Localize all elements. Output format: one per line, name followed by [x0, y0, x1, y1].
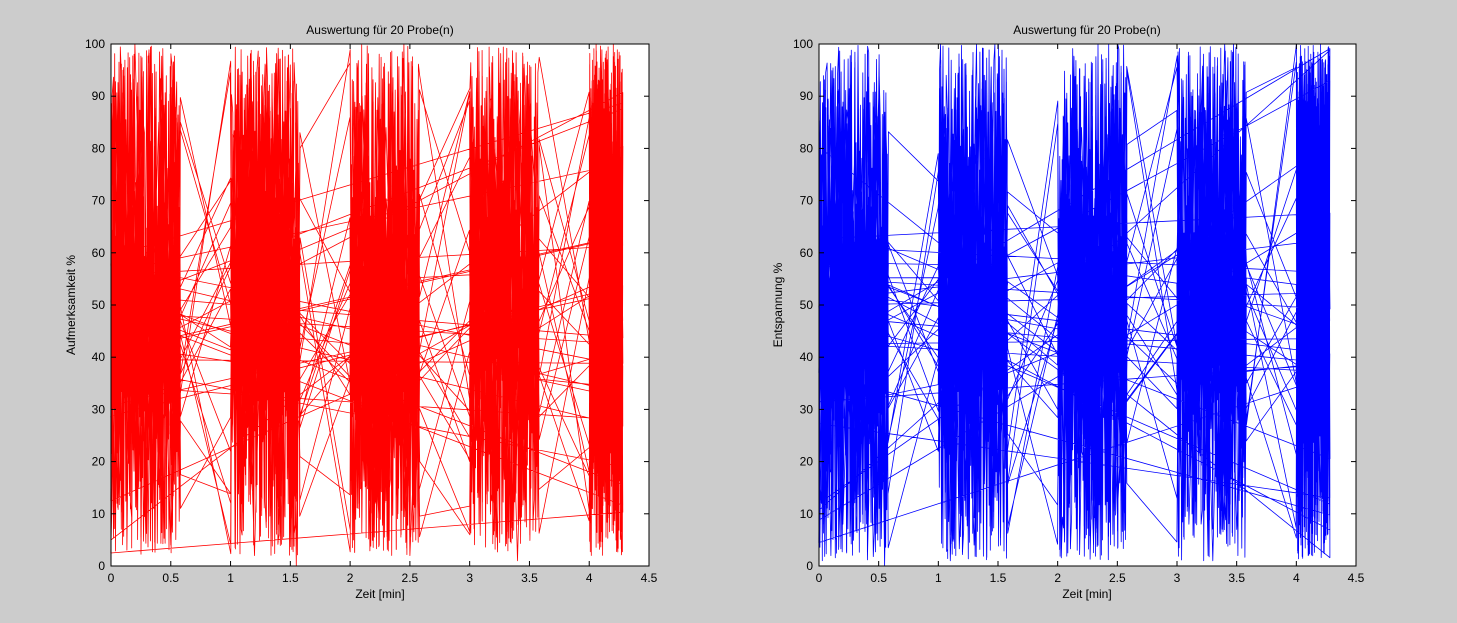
y-tick-label: 0: [806, 559, 813, 573]
x-tick-label: 4: [586, 571, 593, 585]
x-axis-label: Zeit [min]: [355, 587, 404, 601]
x-tick-label: 1: [935, 571, 942, 585]
y-tick-label: 10: [92, 507, 106, 521]
y-tick-label: 100: [85, 37, 105, 51]
x-tick-label: 1.5: [990, 571, 1007, 585]
x-ticks: 0 0.5 1 1.5 2 2.5 3 3.5 4 4.5: [816, 44, 1365, 585]
y-tick-label: 20: [800, 455, 814, 469]
y-tick-label: 80: [92, 141, 106, 155]
chart-title: Auswertung für 20 Probe(n): [1013, 23, 1160, 37]
y-tick-label: 70: [92, 194, 106, 208]
x-tick-label: 2.5: [402, 571, 419, 585]
x-tick-label: 2.5: [1109, 571, 1126, 585]
x-tick-label: 0: [108, 571, 115, 585]
x-tick-label: 4.5: [641, 571, 658, 585]
y-tick-label: 20: [92, 455, 106, 469]
y-tick-label: 50: [800, 298, 814, 312]
x-tick-label: 2: [347, 571, 354, 585]
x-tick-label: 2: [1054, 571, 1061, 585]
x-tick-label: 4: [1293, 571, 1300, 585]
chart-attention: Auswertung für 20 Probe(n) 0 0.5 1 1.5 2 2.5 3…: [64, 23, 658, 601]
y-axis-label: Entspannung %: [771, 262, 785, 347]
y-ticks: 0 10 20 30 40 50 60 70 80 90 100: [85, 37, 649, 573]
x-tick-label: 3.5: [1228, 571, 1245, 585]
x-tick-label: 0.5: [870, 571, 887, 585]
y-axis-label: Aufmerksamkeit %: [64, 255, 78, 355]
y-tick-label: 100: [793, 37, 813, 51]
y-tick-label: 80: [800, 141, 814, 155]
chart-relaxation: Auswertung für 20 Probe(n) 0 0.5 1 1.5 2 2.5 3…: [771, 23, 1365, 601]
series-line: [110, 43, 624, 567]
x-tick-label: 3.5: [521, 571, 538, 585]
series-line: [818, 43, 1331, 567]
y-tick-label: 30: [800, 402, 814, 416]
y-tick-label: 50: [92, 298, 106, 312]
y-tick-label: 40: [92, 350, 106, 364]
x-tick-label: 4.5: [1348, 571, 1365, 585]
y-tick-label: 90: [92, 89, 106, 103]
x-tick-label: 3: [1174, 571, 1181, 585]
y-tick-label: 40: [800, 350, 814, 364]
y-tick-label: 0: [98, 559, 105, 573]
x-axis-label: Zeit [min]: [1062, 587, 1111, 601]
x-tick-label: 0.5: [162, 571, 179, 585]
x-ticks: 0 0.5 1 1.5 2 2.5 3 3.5 4 4.5: [108, 44, 658, 585]
data-line-group: [818, 43, 1331, 567]
y-tick-label: 70: [800, 194, 814, 208]
y-tick-label: 10: [800, 507, 814, 521]
y-tick-label: 60: [800, 246, 814, 260]
y-tick-label: 90: [800, 89, 814, 103]
x-tick-label: 1.5: [282, 571, 299, 585]
x-tick-label: 1: [227, 571, 234, 585]
chart-title: Auswertung für 20 Probe(n): [306, 23, 453, 37]
x-tick-label: 3: [466, 571, 473, 585]
data-line-group: [110, 43, 624, 567]
y-tick-label: 60: [92, 246, 106, 260]
y-tick-label: 30: [92, 402, 106, 416]
y-ticks: 0 10 20 30 40 50 60 70 80 90 100: [793, 37, 1356, 573]
x-tick-label: 0: [816, 571, 823, 585]
